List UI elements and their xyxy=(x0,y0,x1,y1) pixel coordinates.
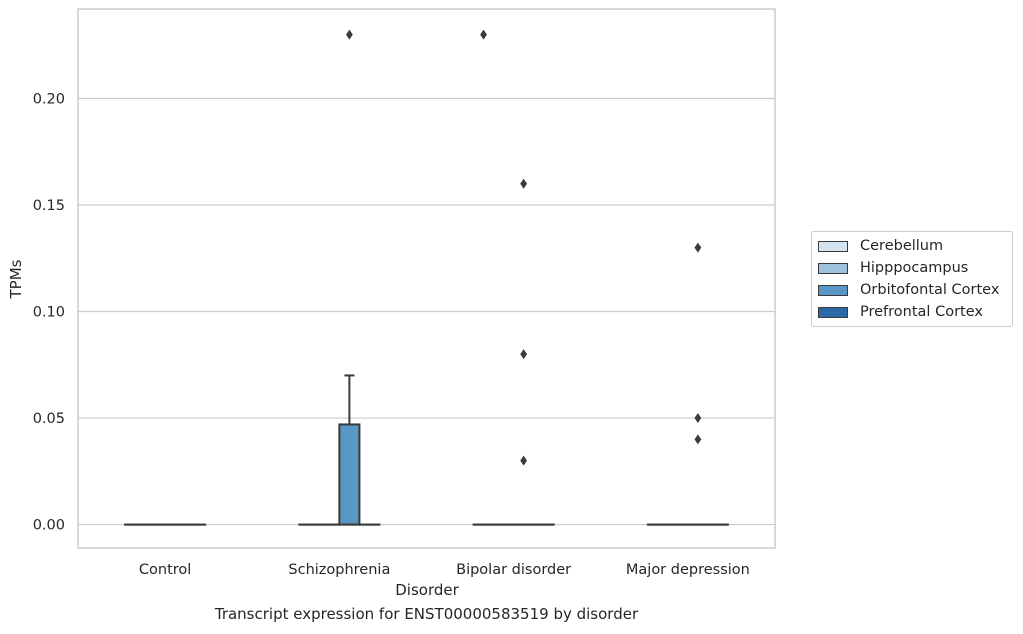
box xyxy=(338,423,361,526)
legend-item-orbitofrontal-cortex: Orbitofontal Cortex xyxy=(818,280,999,300)
y-tick-labels: 0.00 0.05 0.10 0.15 0.20 xyxy=(33,91,65,533)
x-tick-label: Major depression xyxy=(626,562,750,578)
legend-label-orbitofrontal-cortex: Orbitofontal Cortex xyxy=(860,282,1000,298)
y-tick-label: 0.20 xyxy=(33,91,65,107)
box-marks xyxy=(124,374,729,526)
legend-swatch-hippocampus xyxy=(818,262,848,274)
legend-item-prefrontal-cortex: Prefrontal Cortex xyxy=(818,302,983,322)
x-tick-label: Control xyxy=(139,562,191,578)
outlier-point xyxy=(694,434,702,445)
grid-lines xyxy=(78,97,775,526)
legend-swatch-cerebellum xyxy=(818,240,848,252)
x-axis-label: Disorder xyxy=(395,581,459,599)
legend-label-hippocampus: Hipppocampus xyxy=(860,260,969,276)
outlier-point xyxy=(520,455,528,466)
y-tick-label: 0.10 xyxy=(33,305,65,321)
outlier-point xyxy=(694,413,702,424)
outlier-point xyxy=(694,242,702,253)
legend-item-cerebellum: Cerebellum xyxy=(818,236,943,256)
outlier-point xyxy=(480,29,487,40)
legend-item-hippocampus: Hipppocampus xyxy=(818,258,968,278)
y-axis-label: TPMs xyxy=(7,259,25,299)
figure-caption: Transcript expression for ENST0000058351… xyxy=(214,605,639,623)
legend: Cerebellum Hipppocampus Orbitofontal Cor… xyxy=(811,231,1013,327)
legend-swatch-orbitofrontal-cortex xyxy=(818,284,848,296)
legend-swatch-prefrontal-cortex xyxy=(818,306,848,318)
legend-label-prefrontal-cortex: Prefrontal Cortex xyxy=(860,304,983,320)
x-tick-labels: Control Schizophrenia Bipolar disorder Majo… xyxy=(139,562,750,578)
x-tick-label: Bipolar disorder xyxy=(456,562,571,578)
plot-frame xyxy=(77,8,776,549)
legend-label-cerebellum: Cerebellum xyxy=(860,238,944,254)
y-tick-label: 0.05 xyxy=(33,411,65,427)
outlier-point xyxy=(520,349,528,360)
outlier-point xyxy=(520,178,528,189)
x-tick-label: Schizophrenia xyxy=(288,562,390,578)
y-tick-label: 0.15 xyxy=(33,198,65,214)
outlier-marks xyxy=(345,29,702,466)
outlier-point xyxy=(345,29,353,40)
y-tick-label: 0.00 xyxy=(33,518,65,534)
